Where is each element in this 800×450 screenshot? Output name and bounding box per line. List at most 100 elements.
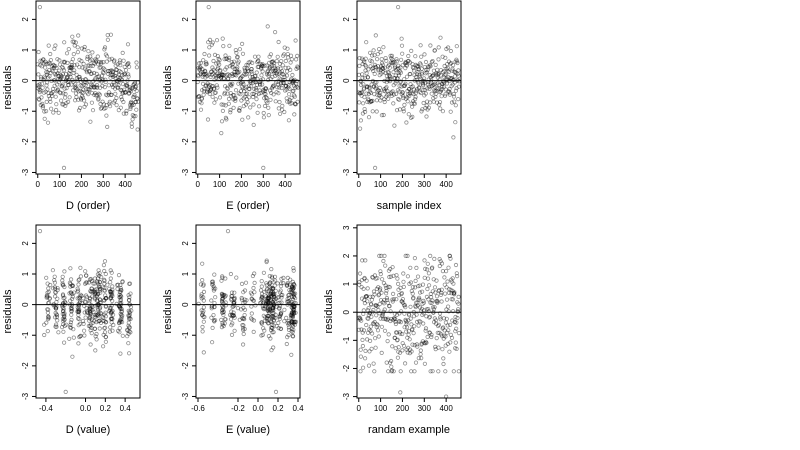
data-point: [98, 320, 104, 325]
data-point: [79, 46, 85, 51]
data-point: [284, 87, 289, 92]
data-point: [58, 73, 64, 78]
y-tick-label: 2: [21, 17, 30, 22]
data-point: [290, 322, 295, 327]
data-point: [56, 110, 61, 115]
data-point: [284, 73, 289, 78]
data-point: [404, 62, 409, 67]
data-point: [291, 294, 296, 299]
data-point: [72, 63, 77, 68]
data-point: [403, 318, 408, 324]
data-point: [269, 294, 275, 299]
data-point: [87, 69, 92, 74]
data-point: [75, 286, 80, 291]
data-point: [405, 99, 410, 104]
data-point: [68, 72, 73, 77]
data-point: [253, 303, 258, 308]
data-point: [60, 293, 66, 298]
data-point: [104, 295, 109, 301]
data-point: [253, 73, 258, 79]
data-point: [418, 348, 423, 353]
data-point: [453, 314, 458, 320]
data-point: [250, 94, 256, 100]
data-point: [115, 282, 120, 288]
data-point: [201, 58, 206, 63]
data-point: [433, 62, 438, 68]
data-point: [360, 365, 366, 370]
data-point: [289, 320, 294, 326]
data-point: [97, 273, 102, 278]
y-tick-label: 2: [181, 17, 190, 22]
data-point: [214, 75, 219, 81]
data-point: [99, 274, 104, 280]
data-point: [223, 276, 228, 281]
data-point: [433, 290, 438, 295]
data-point: [431, 307, 436, 312]
data-point: [397, 329, 402, 335]
data-point: [91, 60, 96, 66]
data-point: [68, 306, 74, 311]
y-tick-label: -1: [181, 331, 190, 339]
data-point: [281, 80, 286, 86]
data-point: [117, 321, 122, 326]
data-point: [209, 42, 214, 47]
data-point: [380, 313, 385, 319]
data-point: [120, 50, 125, 56]
data-point: [362, 109, 368, 115]
data-point: [231, 310, 236, 315]
data-point: [441, 79, 446, 84]
data-point: [220, 73, 225, 78]
data-point: [424, 267, 430, 272]
data-point: [397, 311, 402, 316]
data-point: [441, 316, 447, 321]
data-point: [434, 73, 439, 78]
data-point: [434, 86, 439, 91]
data-point: [268, 318, 273, 324]
data-point: [74, 94, 79, 100]
data-point: [263, 86, 268, 91]
data-point: [448, 76, 453, 81]
data-point: [281, 53, 286, 58]
data-point: [430, 305, 436, 310]
data-point: [286, 92, 292, 97]
data-point: [423, 91, 428, 96]
data-point: [387, 74, 392, 79]
data-point: [393, 73, 398, 78]
data-point: [77, 277, 82, 282]
data-point: [241, 96, 246, 101]
data-point: [118, 293, 123, 298]
data-point: [75, 305, 80, 310]
data-point: [133, 99, 138, 105]
data-point: [118, 70, 124, 75]
data-point: [36, 49, 41, 55]
data-point: [75, 87, 80, 92]
data-point: [289, 319, 295, 324]
data-point: [446, 328, 451, 333]
data-point: [37, 4, 43, 10]
data-point: [126, 308, 131, 313]
data-point: [205, 87, 210, 92]
data-point: [393, 346, 398, 351]
data-point: [404, 320, 409, 325]
data-point: [102, 85, 107, 90]
data-point: [272, 64, 277, 69]
data-point: [404, 60, 409, 66]
data-point: [291, 309, 296, 314]
data-point: [61, 165, 67, 170]
data-point: [78, 333, 83, 338]
data-point: [428, 43, 433, 48]
data-point: [294, 84, 299, 89]
data-point: [62, 295, 67, 300]
data-point: [270, 292, 276, 297]
data-point: [378, 297, 384, 303]
x-axis-title: E (value): [226, 424, 270, 436]
data-point: [126, 331, 131, 336]
data-point: [385, 316, 391, 321]
data-point: [415, 344, 420, 349]
data-point: [442, 68, 447, 74]
data-point: [432, 88, 437, 93]
data-point: [376, 68, 381, 73]
data-point: [271, 83, 276, 88]
data-point: [53, 64, 58, 69]
data-point: [40, 85, 45, 90]
